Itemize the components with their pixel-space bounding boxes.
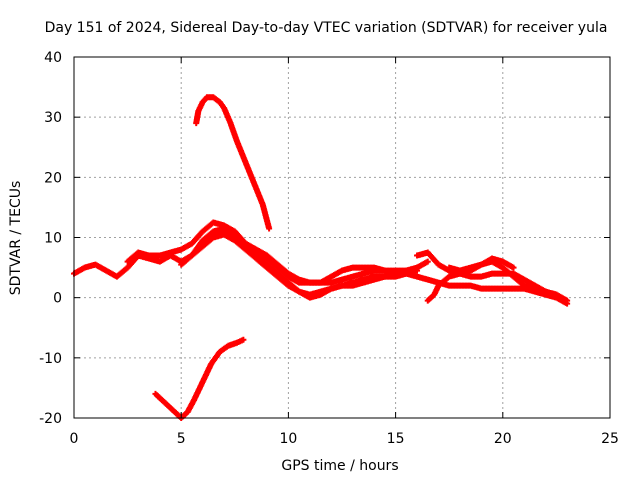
x-tick-label: 0: [70, 431, 79, 447]
x-axis-label: GPS time / hours: [281, 458, 398, 474]
series-track-g: [446, 255, 517, 274]
x-tick-label: 15: [387, 431, 405, 447]
y-tick-label: -20: [39, 411, 62, 427]
chart-title: Day 151 of 2024, Sidereal Day-to-day VTE…: [45, 20, 608, 36]
y-tick-label: 20: [44, 170, 62, 186]
data-point: [266, 225, 273, 232]
grid-lines: [74, 57, 610, 418]
data-point: [240, 336, 247, 343]
series-track-c: [178, 231, 431, 298]
y-tick-label: 30: [44, 110, 62, 126]
x-tick-label: 5: [177, 431, 186, 447]
axis-ticks: 0 5 10 15 20 25 -20 -10 0 10 20 30 40: [39, 50, 619, 447]
series-track-high: [193, 94, 273, 232]
x-tick-label: 20: [494, 431, 512, 447]
data-point: [564, 297, 571, 304]
y-tick-label: 10: [44, 231, 62, 247]
y-tick-label: 40: [44, 50, 62, 66]
data-point: [510, 264, 517, 271]
data-marks: [71, 94, 571, 421]
y-axis-label: SDTVAR / TECUs: [8, 181, 24, 296]
x-tick-label: 25: [601, 431, 619, 447]
x-tick-label: 10: [279, 431, 297, 447]
data-point: [553, 291, 560, 298]
y-tick-label: -10: [39, 351, 62, 367]
series-track-low: [152, 336, 247, 421]
data-point: [424, 258, 431, 265]
y-tick-label: 0: [53, 291, 62, 307]
